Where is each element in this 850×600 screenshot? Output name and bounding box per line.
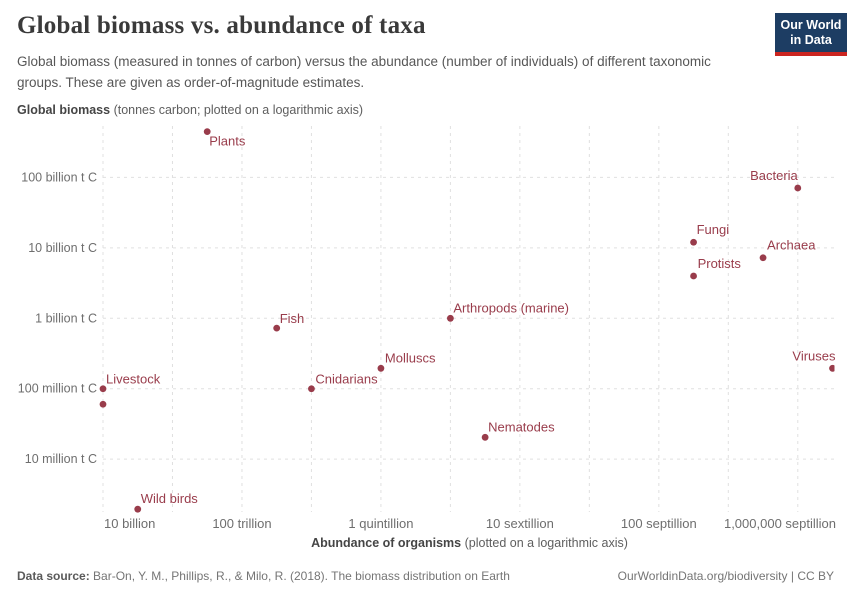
owid-logo-line1: Our World xyxy=(780,18,842,32)
x-axis-tick: 10 sextillion xyxy=(486,516,554,531)
footer-links: OurWorldinData.org/biodiversity | CC BY xyxy=(618,569,834,583)
point-label-fungi: Fungi xyxy=(697,222,730,237)
point-label-plants: Plants xyxy=(209,134,246,149)
point-label-molluscs: Molluscs xyxy=(385,350,436,365)
point-fish[interactable] xyxy=(273,324,281,332)
point-unlabeled[interactable] xyxy=(99,400,107,408)
point-label-viruses: Viruses xyxy=(792,348,836,363)
point-label-nematodes: Nematodes xyxy=(488,419,555,434)
y-axis-tick: 100 billion t C xyxy=(21,170,97,184)
gridlines xyxy=(102,126,836,512)
chart-footer: Data source: Bar-On, Y. M., Phillips, R.… xyxy=(17,569,834,583)
point-arthropods-marine[interactable] xyxy=(446,314,454,322)
point-label-archaea: Archaea xyxy=(767,238,816,253)
point-viruses[interactable] xyxy=(829,364,836,372)
point-molluscs[interactable] xyxy=(377,364,385,372)
data-points xyxy=(99,128,836,513)
owid-logo-line2: in Data xyxy=(790,33,832,47)
point-protists[interactable] xyxy=(690,272,697,280)
point-label-livestock: Livestock xyxy=(106,372,161,387)
owid-url-link[interactable]: OurWorldinData.org/biodiversity xyxy=(617,569,788,583)
point-label-bacteria: Bacteria xyxy=(750,168,798,183)
x-axis-title: Abundance of organisms (plotted on a log… xyxy=(103,536,836,550)
data-source-text: Bar-On, Y. M., Phillips, R., & Milo, R. … xyxy=(89,569,510,583)
y-axis-title-rest: (tonnes carbon; plotted on a logarithmic… xyxy=(110,103,364,117)
data-source-label: Data source: xyxy=(17,569,90,583)
y-axis-tick: 1 billion t C xyxy=(35,311,97,325)
point-wild-birds[interactable] xyxy=(134,505,142,513)
x-axis-title-rest: (plotted on a logarithmic axis) xyxy=(461,536,628,550)
point-label-cnidarians: Cnidarians xyxy=(315,372,378,387)
y-axis-tick: 100 million t C xyxy=(18,382,97,396)
point-bacteria[interactable] xyxy=(794,184,802,192)
x-axis-tick: 10 billion xyxy=(104,516,155,531)
page-title: Global biomass vs. abundance of taxa xyxy=(17,12,426,39)
y-axis-tick: 10 billion t C xyxy=(28,241,97,255)
owid-logo[interactable]: Our World in Data xyxy=(775,13,847,56)
chart-subtitle: Global biomass (measured in tonnes of ca… xyxy=(17,54,711,90)
x-axis-tick: 1 quintillion xyxy=(348,516,413,531)
y-axis-title-bold: Global biomass xyxy=(17,103,111,117)
point-cnidarians[interactable] xyxy=(308,385,315,393)
footer-divider: | xyxy=(787,569,798,583)
y-axis-tick: 10 million t C xyxy=(25,452,97,466)
point-plants[interactable] xyxy=(203,128,211,136)
point-fungi[interactable] xyxy=(690,238,697,246)
point-archaea[interactable] xyxy=(759,254,767,262)
point-label-arthropods-marine: Arthropods (marine) xyxy=(453,300,569,315)
point-label-fish: Fish xyxy=(280,311,305,326)
point-livestock[interactable] xyxy=(99,385,107,393)
x-axis-title-bold: Abundance of organisms xyxy=(311,536,462,550)
point-nematodes[interactable] xyxy=(481,433,489,441)
x-axis-tick: 1,000,000 septillion xyxy=(724,516,836,531)
license-link[interactable]: CC BY xyxy=(797,569,834,583)
data-source-note: Data source: Bar-On, Y. M., Phillips, R.… xyxy=(17,569,510,583)
y-axis-title: Global biomass (tonnes carbon; plotted o… xyxy=(17,103,363,117)
point-label-protists: Protists xyxy=(698,256,742,271)
x-axis-tick: 100 septillion xyxy=(621,516,697,531)
point-label-wild-birds: Wild birds xyxy=(141,491,199,506)
x-axis-tick: 100 trillion xyxy=(212,516,271,531)
